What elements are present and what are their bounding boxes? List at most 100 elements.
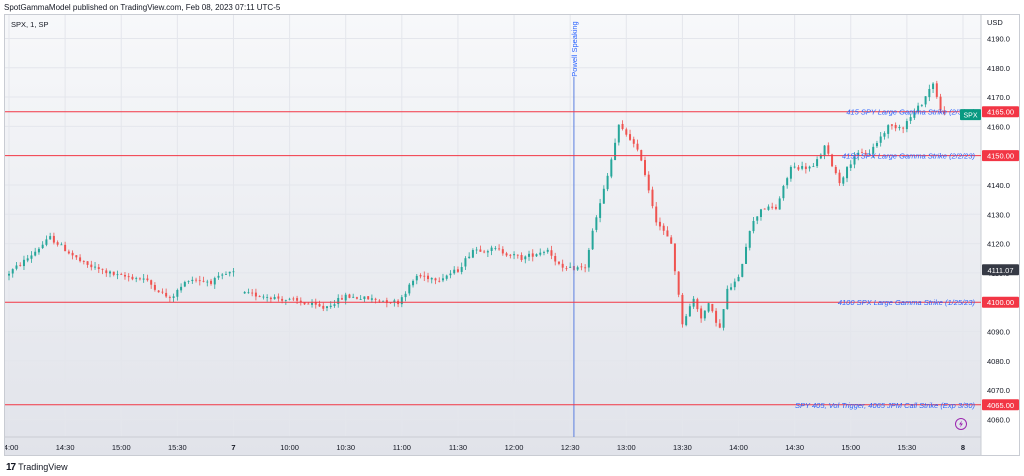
candle-body — [75, 255, 78, 258]
candle-body — [580, 266, 583, 268]
candle-body — [56, 242, 59, 245]
symbol-label: SPX, 1, SP — [11, 20, 49, 29]
x-tick-label: 11:00 — [393, 443, 411, 452]
candle-body — [8, 273, 10, 276]
event-label: Powell Speaking — [570, 21, 579, 76]
candle-body — [221, 274, 224, 276]
candle-body — [662, 225, 665, 231]
candle-body — [142, 278, 145, 280]
candle-body — [460, 267, 463, 272]
candle-body — [486, 251, 489, 253]
candle-body — [127, 276, 130, 278]
candle-body — [307, 303, 310, 305]
candle-body — [400, 297, 403, 305]
candle-body — [19, 264, 22, 266]
lightning-icon-ring — [955, 418, 967, 430]
candle-body — [195, 279, 198, 281]
candle-body — [823, 145, 826, 156]
candle-body — [864, 152, 867, 155]
y-tick-label: 4070.0 — [987, 386, 1010, 395]
price-chart[interactable]: SPX, 1, SP USD 4060.0 4070.0 4080.0 4090.0 411… — [5, 15, 1019, 455]
chart-background — [5, 15, 1019, 455]
level-label: 415 SPY Large Gamma Strike (2/3/23) — [846, 108, 975, 117]
candle-body — [595, 217, 598, 230]
publisher-caption: SpotGammaModel published on TradingView.… — [4, 3, 281, 12]
candle-body — [501, 249, 504, 254]
candle-body — [251, 292, 254, 294]
x-tick-label: 15:00 — [112, 443, 131, 452]
candle-body — [673, 243, 676, 272]
candle-body — [213, 278, 216, 285]
candle-body — [109, 271, 112, 274]
candle-body — [606, 175, 609, 190]
candle-body — [475, 249, 478, 251]
candle-body — [748, 230, 751, 248]
candle-body — [168, 297, 171, 298]
candle-body — [599, 203, 602, 218]
candle-body — [483, 251, 486, 253]
candle-body — [243, 292, 246, 294]
candle-body — [11, 269, 14, 274]
candle-body — [670, 237, 673, 244]
candle-body — [808, 166, 811, 169]
candle-body — [853, 156, 856, 165]
candle-body — [340, 298, 343, 300]
candle-body — [337, 297, 340, 305]
candle-body — [120, 274, 123, 275]
candle-body — [677, 271, 680, 295]
candle-body — [711, 303, 714, 312]
level-label: 4150 SPX Large Gamma Strike (2/2/23) — [842, 152, 975, 161]
candle-body — [759, 209, 762, 218]
candle-body — [434, 278, 437, 281]
candle-body — [902, 127, 905, 129]
candle-body — [419, 275, 422, 277]
candle-body — [176, 289, 179, 297]
candle-body — [30, 255, 33, 259]
candle-body — [789, 166, 792, 179]
candle-body — [116, 274, 119, 276]
candle-body — [355, 297, 358, 299]
candle-body — [247, 292, 250, 294]
candle-body — [468, 256, 471, 259]
candle-body — [834, 166, 837, 174]
candle-body — [535, 254, 538, 257]
candle-body — [733, 281, 736, 288]
candle-body — [722, 309, 725, 328]
price-axis-panel — [981, 15, 1019, 455]
candle-body — [352, 296, 355, 298]
candle-body — [909, 117, 912, 121]
x-tick-label: 13:30 — [673, 443, 692, 452]
candle-body — [528, 253, 531, 257]
candle-body — [539, 252, 542, 255]
candle-body — [516, 254, 519, 256]
candle-body — [299, 300, 302, 303]
candle-body — [41, 244, 44, 249]
candle-body — [875, 143, 878, 147]
lightning-icon-bolt — [959, 420, 963, 428]
candle-body — [561, 263, 564, 268]
x-tick-label: 11:30 — [449, 443, 467, 452]
candle-body — [34, 251, 37, 256]
candle-body — [202, 280, 205, 282]
candle-body — [771, 206, 774, 208]
candle-body — [584, 267, 587, 269]
candle-body — [153, 284, 156, 290]
candle-body — [831, 154, 834, 167]
tradingview-footer[interactable]: 17 TradingView — [6, 460, 68, 474]
candle-body — [887, 125, 890, 134]
chart-frame[interactable]: SPX, 1, SP USD 4060.0 4070.0 4080.0 4090.0 411… — [4, 14, 1020, 456]
candle-body — [348, 294, 351, 298]
level-price-tag — [982, 106, 1019, 118]
candle-body — [94, 266, 97, 268]
candle-body — [531, 253, 534, 257]
candle-body — [569, 266, 572, 268]
x-tick-label: 7 — [231, 443, 235, 452]
y-tick-label: 4180.0 — [987, 64, 1010, 73]
candle-body — [378, 300, 381, 302]
candle-body — [430, 277, 433, 280]
candle-body — [438, 280, 441, 282]
candle-body — [228, 271, 231, 274]
candle-body — [157, 290, 160, 293]
candle-body — [917, 105, 920, 112]
candle-body — [284, 299, 287, 301]
